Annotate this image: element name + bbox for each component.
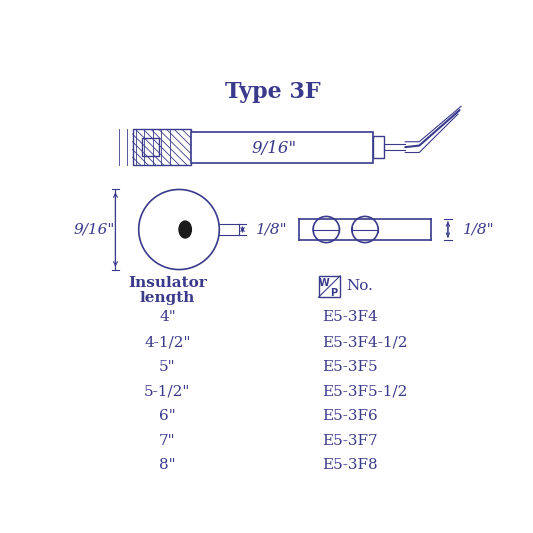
Text: 1/8": 1/8" [463,222,495,237]
Bar [373,136,384,158]
Text: W: W [319,278,329,288]
Text: E5-3F6: E5-3F6 [322,409,378,423]
Text: E5-3F4-1/2: E5-3F4-1/2 [322,335,408,349]
Text: 9/16": 9/16" [73,222,115,237]
Text: 5-1/2": 5-1/2" [144,384,191,398]
Text: 5": 5" [159,360,176,374]
Text: 1/8": 1/8" [256,222,288,237]
Bar [319,276,340,297]
Text: P: P [330,288,337,297]
Text: 6": 6" [159,409,176,423]
Text: Insulator: Insulator [128,276,207,290]
Ellipse shape [179,221,191,238]
Text: E5-3F7: E5-3F7 [322,433,378,448]
Text: E5-3F5-1/2: E5-3F5-1/2 [322,384,408,398]
Text: 4": 4" [159,310,176,325]
Circle shape [352,216,378,243]
Bar [191,132,373,163]
Text: No.: No. [346,279,373,294]
Text: E5-3F8: E5-3F8 [322,458,378,472]
Text: E5-3F4: E5-3F4 [322,310,378,325]
Bar [133,130,191,165]
Circle shape [313,216,340,243]
Text: 7": 7" [159,433,176,448]
Text: Type 3F: Type 3F [225,81,320,103]
Circle shape [139,189,219,270]
Text: E5-3F5: E5-3F5 [322,360,378,374]
Text: length: length [140,291,195,305]
Bar [142,138,159,156]
Text: 4-1/2": 4-1/2" [144,335,191,349]
Text: 9/16": 9/16" [251,140,296,157]
Text: 8": 8" [159,458,176,472]
